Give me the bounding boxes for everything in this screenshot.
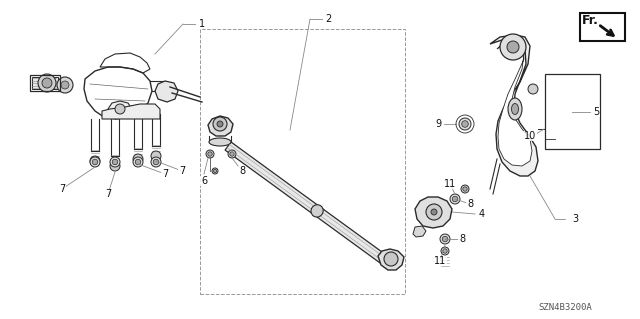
Circle shape xyxy=(151,157,161,167)
Text: 4: 4 xyxy=(479,209,485,219)
Circle shape xyxy=(230,152,234,156)
Circle shape xyxy=(90,156,100,166)
Polygon shape xyxy=(155,81,178,102)
Text: 8: 8 xyxy=(239,166,245,176)
Circle shape xyxy=(151,151,161,161)
Text: 9: 9 xyxy=(435,119,441,129)
Circle shape xyxy=(441,247,449,255)
Text: Fr.: Fr. xyxy=(582,14,598,27)
Circle shape xyxy=(461,121,468,127)
Text: SZN4B3200A: SZN4B3200A xyxy=(538,302,592,311)
Circle shape xyxy=(431,209,437,215)
Bar xyxy=(580,13,625,41)
Polygon shape xyxy=(208,116,233,136)
Circle shape xyxy=(42,78,52,88)
Circle shape xyxy=(528,84,538,94)
Text: 7: 7 xyxy=(105,189,111,199)
Text: 7: 7 xyxy=(179,166,185,176)
Circle shape xyxy=(57,77,73,93)
Circle shape xyxy=(213,117,227,131)
Text: 5: 5 xyxy=(593,107,599,117)
Circle shape xyxy=(217,121,223,127)
Polygon shape xyxy=(102,104,160,119)
Text: 2: 2 xyxy=(325,14,331,24)
Circle shape xyxy=(153,159,159,165)
Circle shape xyxy=(440,234,450,244)
Circle shape xyxy=(450,194,460,204)
Polygon shape xyxy=(413,226,426,237)
Circle shape xyxy=(384,252,398,266)
Circle shape xyxy=(208,152,212,156)
Circle shape xyxy=(38,74,56,92)
Circle shape xyxy=(228,150,236,158)
Text: 8: 8 xyxy=(467,199,473,209)
Polygon shape xyxy=(108,101,132,117)
Circle shape xyxy=(112,159,118,165)
Ellipse shape xyxy=(311,205,323,217)
Circle shape xyxy=(212,168,218,174)
Text: 7: 7 xyxy=(162,169,168,179)
Ellipse shape xyxy=(209,138,231,146)
Circle shape xyxy=(443,249,447,253)
Bar xyxy=(200,29,405,294)
Bar xyxy=(32,77,58,89)
Circle shape xyxy=(459,118,471,130)
Circle shape xyxy=(115,104,125,114)
Text: 11: 11 xyxy=(444,179,456,189)
Polygon shape xyxy=(415,197,452,228)
Circle shape xyxy=(213,169,217,173)
Circle shape xyxy=(442,236,448,242)
Circle shape xyxy=(92,159,98,165)
Text: 6: 6 xyxy=(201,176,207,186)
Circle shape xyxy=(206,150,214,158)
Text: 8: 8 xyxy=(459,234,465,244)
Circle shape xyxy=(461,185,469,193)
Circle shape xyxy=(133,154,143,164)
Polygon shape xyxy=(225,142,393,268)
Circle shape xyxy=(61,81,69,89)
Ellipse shape xyxy=(511,103,518,115)
Polygon shape xyxy=(497,42,532,166)
Ellipse shape xyxy=(508,98,522,120)
Text: 7: 7 xyxy=(59,184,65,194)
Circle shape xyxy=(110,161,120,171)
Text: 3: 3 xyxy=(572,214,578,224)
Circle shape xyxy=(110,157,120,167)
Text: 11: 11 xyxy=(434,256,446,266)
Circle shape xyxy=(133,157,143,167)
Circle shape xyxy=(500,34,526,60)
Circle shape xyxy=(507,41,519,53)
Circle shape xyxy=(90,157,100,167)
Circle shape xyxy=(452,196,458,202)
Text: 1: 1 xyxy=(199,19,205,29)
Bar xyxy=(545,74,600,149)
Polygon shape xyxy=(378,249,404,270)
Polygon shape xyxy=(490,35,538,176)
Circle shape xyxy=(426,204,442,220)
Circle shape xyxy=(135,159,141,165)
Circle shape xyxy=(463,187,467,191)
Text: 10: 10 xyxy=(524,131,536,141)
